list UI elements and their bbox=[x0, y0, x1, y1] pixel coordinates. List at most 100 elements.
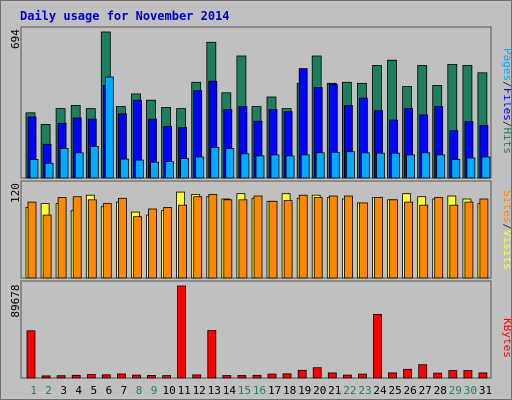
bar-pages bbox=[104, 76, 114, 179]
panel-kbytes bbox=[20, 280, 492, 379]
bar-sites bbox=[42, 214, 52, 279]
bar-sites bbox=[178, 204, 188, 279]
side-label-kbytes: KBytes bbox=[501, 318, 511, 358]
side-label-part: Sites bbox=[501, 190, 511, 223]
bar-kbytes bbox=[41, 375, 51, 379]
x-tick-label: 9 bbox=[151, 384, 158, 397]
bar-kbytes bbox=[312, 367, 322, 379]
bar-pages bbox=[391, 152, 400, 179]
bar-pages bbox=[225, 148, 235, 179]
x-tick-label: 24 bbox=[373, 384, 387, 397]
x-tick-label: 31 bbox=[479, 384, 492, 397]
bar-sites bbox=[449, 204, 459, 279]
bar-pages bbox=[315, 152, 325, 179]
bar-kbytes bbox=[26, 330, 36, 379]
bar-kbytes bbox=[478, 372, 488, 379]
bar-pages bbox=[421, 152, 431, 179]
bar-pages bbox=[330, 151, 340, 179]
panel-max-label: 120 bbox=[9, 183, 22, 203]
x-tick-label: 14 bbox=[223, 384, 237, 397]
bar-sites bbox=[253, 195, 263, 279]
bar-sites bbox=[404, 201, 414, 279]
bar-pages bbox=[376, 152, 385, 179]
bar-pages bbox=[59, 148, 69, 179]
bar-kbytes bbox=[388, 372, 397, 379]
x-tick-label: 10 bbox=[162, 384, 175, 397]
bar-sites bbox=[193, 196, 203, 279]
x-tick-label: 8 bbox=[136, 384, 143, 397]
x-tick-label: 3 bbox=[60, 384, 67, 397]
side-label-part: Visits bbox=[501, 230, 511, 270]
bar-sites bbox=[298, 194, 308, 279]
bar-kbytes bbox=[282, 373, 292, 379]
bar-sites bbox=[102, 203, 112, 279]
bar-pages bbox=[210, 147, 220, 179]
bar-pages bbox=[74, 152, 84, 179]
side-label-visits-sites: Sites/Visits bbox=[501, 190, 511, 270]
x-tick-label: 28 bbox=[434, 384, 447, 397]
bar-sites bbox=[358, 202, 368, 279]
bar-pages bbox=[29, 159, 39, 179]
x-tick-label: 30 bbox=[464, 384, 477, 397]
bar-kbytes bbox=[56, 375, 66, 379]
bar-kbytes bbox=[162, 375, 172, 379]
bar-pages bbox=[180, 158, 190, 179]
side-label-part: / bbox=[501, 81, 511, 88]
bar-pages bbox=[360, 152, 370, 179]
bar-kbytes bbox=[342, 374, 352, 379]
bar-pages bbox=[240, 153, 250, 179]
side-label-hits-files-pages: Pages/Files/Hits bbox=[501, 48, 511, 154]
bar-sites bbox=[87, 199, 97, 279]
bar-sites bbox=[57, 197, 67, 279]
x-tick-label: 29 bbox=[449, 384, 462, 397]
x-tick-label: 20 bbox=[313, 384, 326, 397]
bar-kbytes bbox=[147, 374, 156, 379]
bar-kbytes bbox=[207, 330, 217, 379]
x-tick-label: 11 bbox=[178, 384, 191, 397]
bar-sites bbox=[479, 198, 489, 279]
bar-sites bbox=[27, 201, 37, 279]
x-tick-label: 4 bbox=[75, 384, 82, 397]
bar-pages bbox=[436, 154, 446, 179]
bar-kbytes bbox=[418, 364, 428, 379]
bar-sites bbox=[434, 197, 444, 279]
bar-kbytes bbox=[177, 285, 187, 379]
x-tick-label: 15 bbox=[238, 384, 251, 397]
bar-pages bbox=[285, 155, 295, 179]
bar-sites bbox=[148, 208, 157, 279]
bar-pages bbox=[135, 159, 144, 179]
x-tick-label: 19 bbox=[298, 384, 311, 397]
bar-kbytes bbox=[86, 374, 96, 379]
bar-sites bbox=[374, 197, 383, 279]
x-tick-label: 18 bbox=[283, 384, 296, 397]
bar-kbytes bbox=[101, 374, 111, 379]
bar-sites bbox=[72, 196, 82, 279]
bar-sites bbox=[268, 200, 278, 279]
side-label-part: Pages bbox=[501, 48, 511, 81]
x-tick-label: 16 bbox=[253, 384, 266, 397]
bar-sites bbox=[133, 216, 142, 279]
bar-sites bbox=[313, 197, 323, 279]
bar-pages bbox=[120, 158, 129, 179]
bar-pages bbox=[300, 154, 310, 179]
x-tick-label: 27 bbox=[419, 384, 432, 397]
bar-kbytes bbox=[463, 370, 473, 379]
bar-pages bbox=[451, 159, 461, 179]
bar-kbytes bbox=[357, 373, 367, 379]
side-label-part: / bbox=[501, 121, 511, 128]
x-tick-label: 1 bbox=[30, 384, 37, 397]
x-tick-label: 21 bbox=[328, 384, 341, 397]
bar-sites bbox=[343, 195, 353, 279]
side-label-part: Files bbox=[501, 88, 511, 121]
bar-kbytes bbox=[132, 374, 141, 379]
x-tick-label: 6 bbox=[106, 384, 113, 397]
bar-pages bbox=[150, 161, 159, 179]
x-tick-label: 7 bbox=[121, 384, 128, 397]
bar-pages bbox=[44, 162, 54, 179]
bar-pages bbox=[270, 154, 280, 179]
bar-sites bbox=[389, 199, 398, 279]
bar-pages bbox=[195, 156, 205, 179]
side-label-part: KBytes bbox=[501, 318, 511, 358]
bar-kbytes bbox=[267, 373, 277, 379]
